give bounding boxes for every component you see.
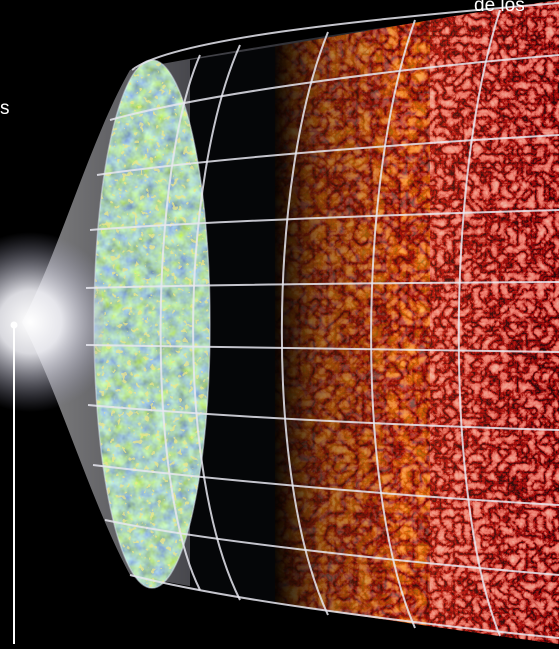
caption-fragment-top: de los	[474, 0, 525, 16]
cmb-surface	[94, 60, 210, 588]
cosmic-web	[190, 0, 559, 644]
spacetime-grid	[85, 2, 559, 639]
caption-fragment-left: s	[0, 98, 10, 119]
big-bang-flare	[0, 212, 104, 432]
timeline-marker	[10, 321, 18, 644]
